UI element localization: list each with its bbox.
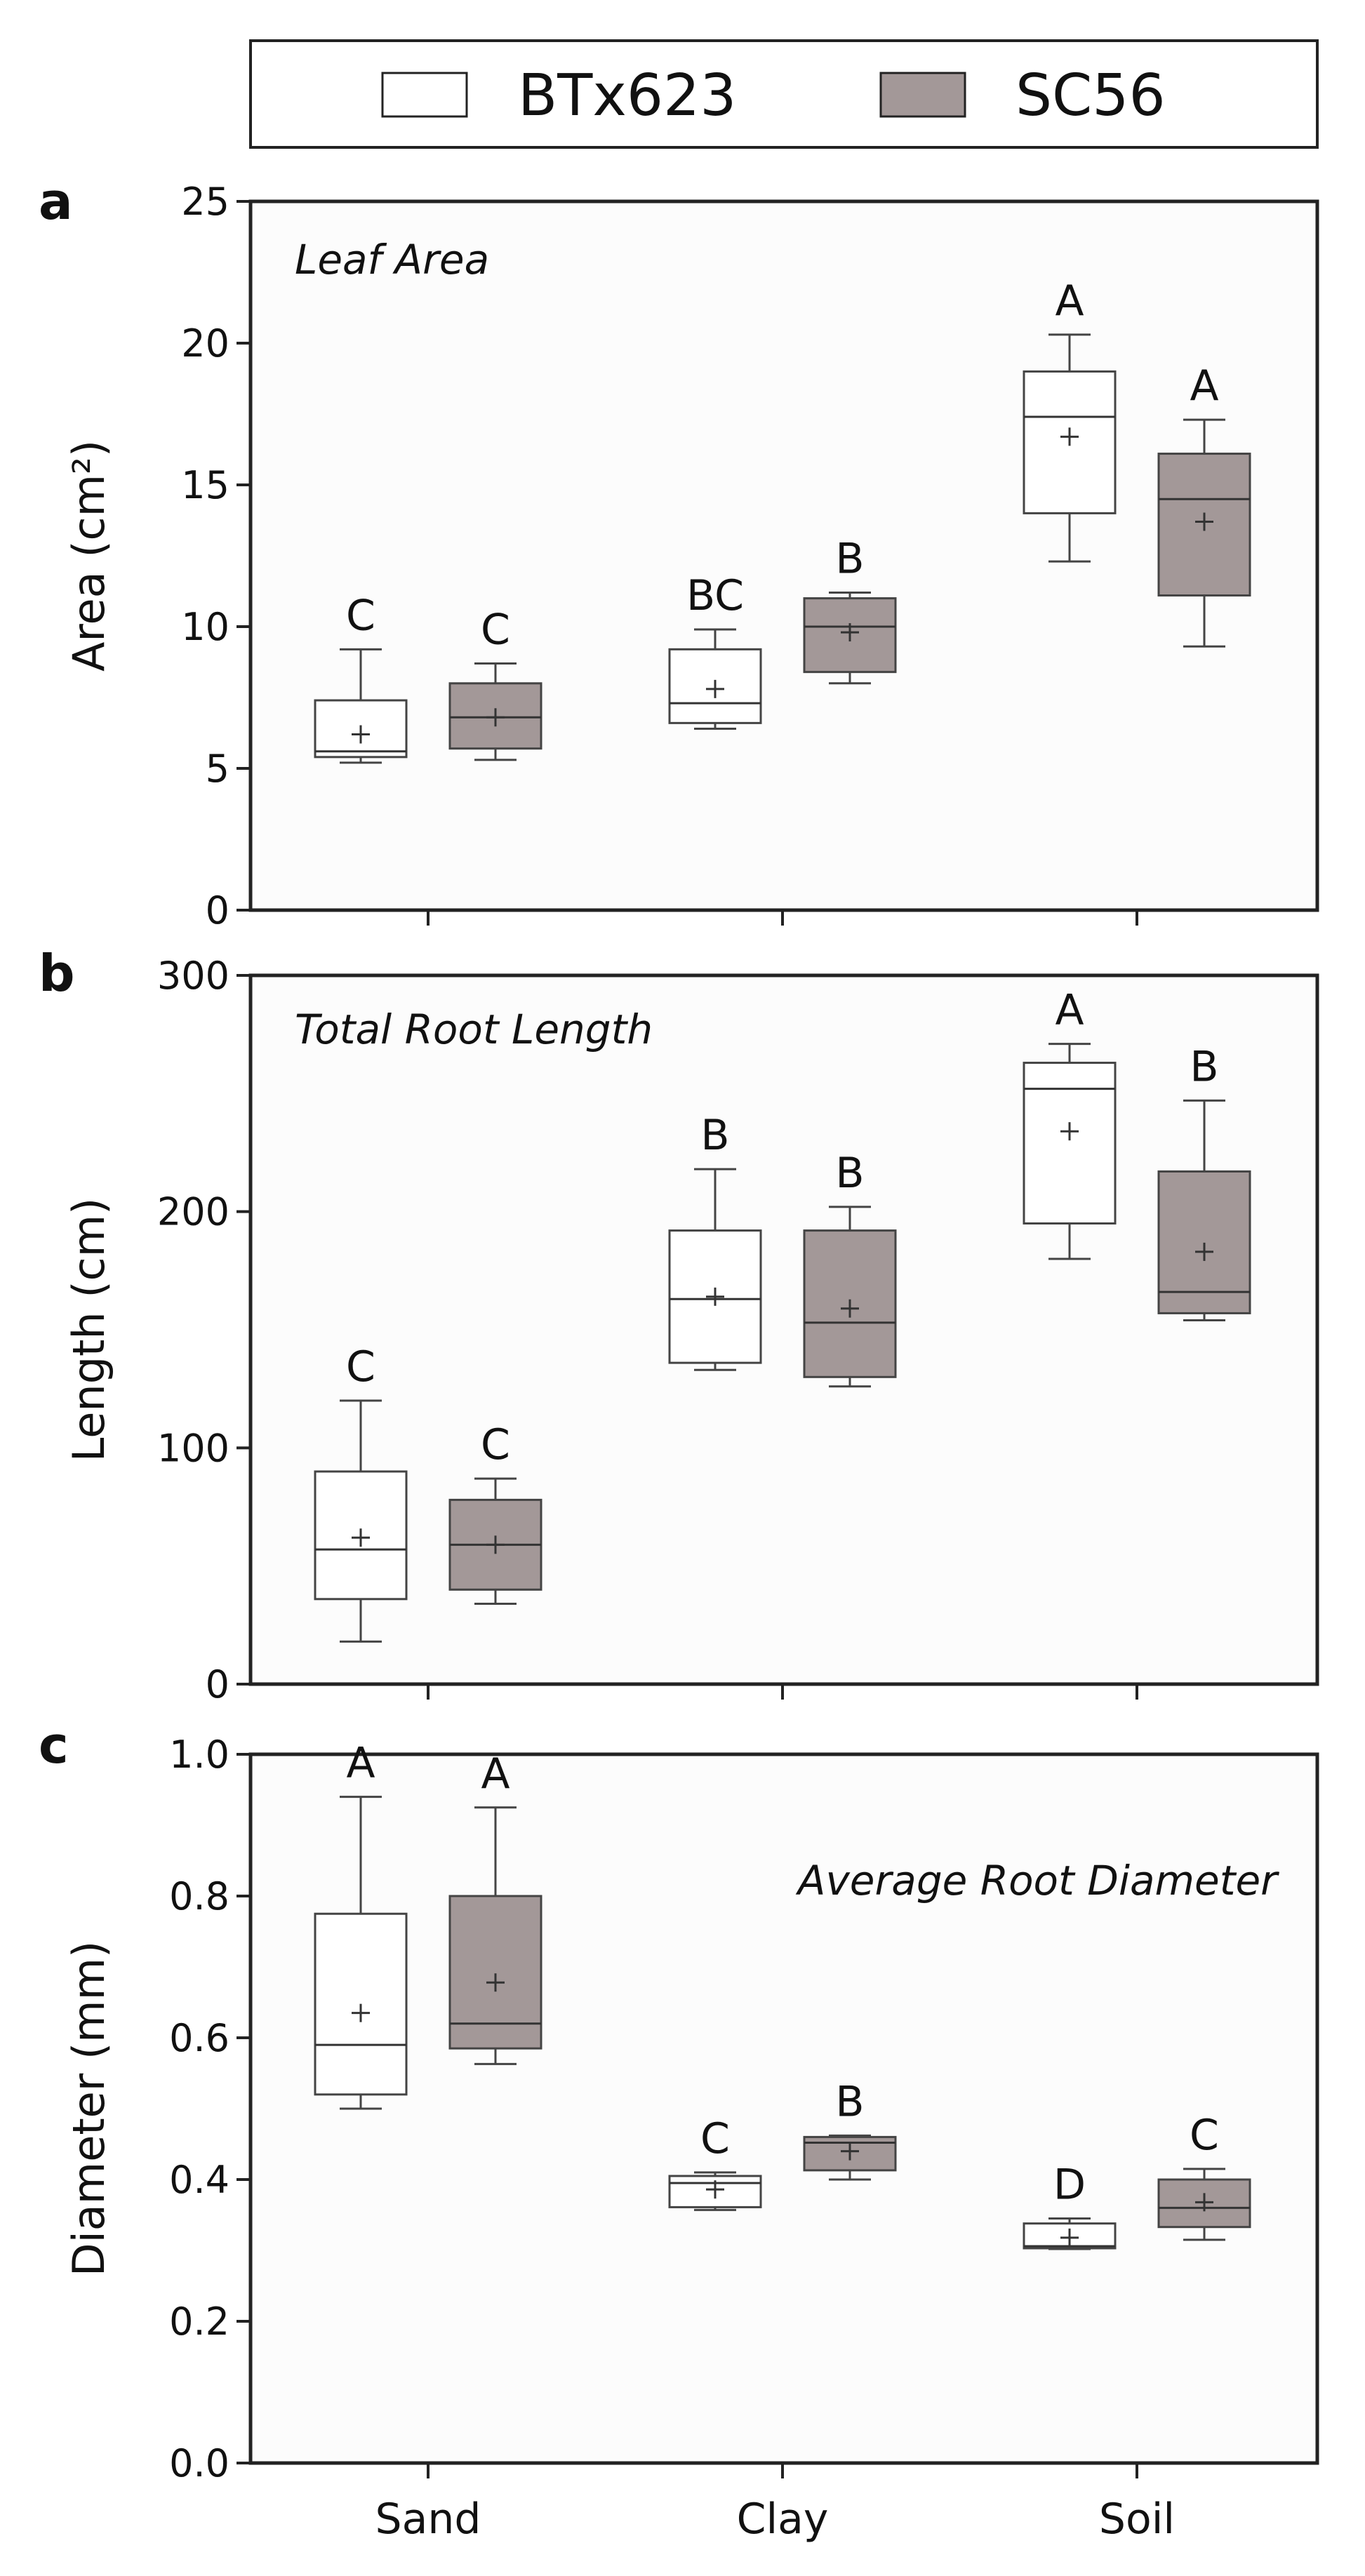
box-sc56-soil: B bbox=[1157, 1042, 1251, 1322]
box-sc56-clay: B bbox=[803, 1149, 897, 1388]
iqr-box bbox=[448, 1895, 542, 2050]
y-tick-label: 5 bbox=[206, 747, 229, 791]
significance-letter: B bbox=[700, 1111, 729, 1160]
plot-frame bbox=[248, 1752, 1319, 2465]
iqr-box bbox=[1023, 1062, 1117, 1224]
y-tick-label: 0 bbox=[206, 1662, 229, 1707]
boxes: C B A C B B bbox=[314, 986, 1251, 1643]
box-btx623-soil: A bbox=[1023, 276, 1117, 563]
x-category-label: Sand bbox=[375, 2495, 481, 2544]
x-ticks bbox=[427, 910, 1138, 926]
panel-a: a Leaf Area Area (cm²) 0 5 10 15 20 25 C BC A C B… bbox=[39, 172, 1319, 933]
significance-letter: C bbox=[346, 1342, 375, 1392]
significance-letter: A bbox=[1055, 276, 1084, 326]
legend: BTx623 SC56 bbox=[249, 39, 1319, 149]
box-sc56-soil: C bbox=[1157, 2111, 1251, 2241]
significance-letter: A bbox=[1190, 361, 1218, 411]
box-sc56-clay: B bbox=[803, 2077, 897, 2181]
y-tick-label: 10 bbox=[181, 605, 229, 649]
x-ticks bbox=[427, 2463, 1138, 2478]
panel-b: b Total Root Length Length (cm) 0 100 200 3… bbox=[39, 944, 1319, 1707]
box-btx623-clay: C bbox=[668, 2114, 762, 2211]
legend-label-btx623: BTx623 bbox=[518, 62, 736, 129]
y-axis-label: Area (cm²) bbox=[63, 440, 114, 672]
y-axis-label: Diameter (mm) bbox=[63, 1941, 114, 2276]
y-ticks: 0 100 200 300 bbox=[157, 954, 251, 1707]
y-tick-label: 15 bbox=[181, 463, 229, 507]
plot-frame bbox=[248, 973, 1319, 1686]
box-btx623-sand: C bbox=[314, 591, 408, 764]
significance-letter: B bbox=[1190, 1042, 1218, 1091]
y-tick-label: 0.8 bbox=[169, 1874, 229, 1918]
panel-letter: c bbox=[39, 1716, 69, 1775]
significance-letter: C bbox=[481, 606, 510, 655]
box-btx623-soil: A bbox=[1023, 986, 1117, 1260]
legend-swatch-btx623 bbox=[381, 72, 468, 118]
y-tick-label: 100 bbox=[157, 1426, 229, 1470]
y-tick-label: 0.6 bbox=[169, 2016, 229, 2060]
box-btx623-clay: BC bbox=[668, 571, 762, 730]
y-tick-label: 0.4 bbox=[169, 2158, 229, 2202]
y-ticks: 0 5 10 15 20 25 bbox=[181, 180, 251, 933]
panel-title: Leaf Area bbox=[295, 236, 489, 283]
x-category-labels: Sand Clay Soil bbox=[375, 2495, 1176, 2544]
boxes: C BC A C B A bbox=[314, 276, 1251, 764]
box-btx623-sand: A bbox=[314, 1739, 408, 2110]
legend-swatch-sc56 bbox=[879, 72, 966, 118]
x-category-label: Clay bbox=[737, 2495, 829, 2544]
y-tick-label: 1.0 bbox=[169, 1733, 229, 1777]
significance-letter: C bbox=[700, 2114, 730, 2163]
legend-label-sc56: SC56 bbox=[1016, 62, 1166, 129]
significance-letter: BC bbox=[686, 571, 744, 620]
y-axis-label: Length (cm) bbox=[63, 1198, 114, 1462]
box-sc56-soil: A bbox=[1157, 361, 1251, 648]
y-tick-label: 0.2 bbox=[169, 2300, 229, 2344]
y-tick-label: 20 bbox=[181, 321, 229, 366]
iqr-box bbox=[668, 648, 762, 724]
significance-letter: A bbox=[1055, 986, 1084, 1035]
significance-letter: C bbox=[346, 591, 375, 640]
plot-frame bbox=[248, 199, 1319, 912]
significance-letter: D bbox=[1053, 2161, 1086, 2210]
box-sc56-sand: C bbox=[448, 1420, 542, 1606]
significance-letter: B bbox=[835, 535, 864, 584]
boxes: A C D A B C bbox=[314, 1739, 1251, 2250]
box-btx623-soil: D bbox=[1023, 2161, 1117, 2250]
y-tick-label: 300 bbox=[157, 954, 229, 998]
panel-title: Total Root Length bbox=[295, 1006, 653, 1053]
box-sc56-sand: A bbox=[448, 1749, 542, 2065]
y-tick-label: 0 bbox=[206, 888, 229, 933]
box-sc56-clay: B bbox=[803, 535, 897, 685]
significance-letter: B bbox=[835, 1149, 864, 1198]
y-ticks: 0.0 0.2 0.4 0.6 0.8 1.0 bbox=[169, 1733, 251, 2485]
box-sc56-sand: C bbox=[448, 606, 542, 761]
panel-letter: b bbox=[39, 944, 75, 1003]
iqr-box bbox=[1157, 1170, 1251, 1314]
panel-title: Average Root Diameter bbox=[795, 1857, 1279, 1904]
box-btx623-sand: C bbox=[314, 1342, 408, 1643]
y-tick-label: 25 bbox=[181, 180, 229, 224]
y-tick-label: 0.0 bbox=[169, 2441, 229, 2485]
x-ticks bbox=[427, 1684, 1138, 1700]
x-category-label: Soil bbox=[1099, 2495, 1175, 2544]
panel-c: c Average Root Diameter Diameter (mm) 0.… bbox=[39, 1716, 1319, 2544]
panel-letter: a bbox=[39, 172, 73, 231]
significance-letter: A bbox=[346, 1739, 375, 1788]
significance-letter: C bbox=[481, 1420, 510, 1469]
significance-letter: A bbox=[481, 1749, 510, 1798]
box-btx623-clay: B bbox=[668, 1111, 762, 1371]
y-tick-label: 200 bbox=[157, 1190, 229, 1234]
significance-letter: C bbox=[1190, 2111, 1219, 2160]
significance-letter: B bbox=[835, 2077, 864, 2126]
